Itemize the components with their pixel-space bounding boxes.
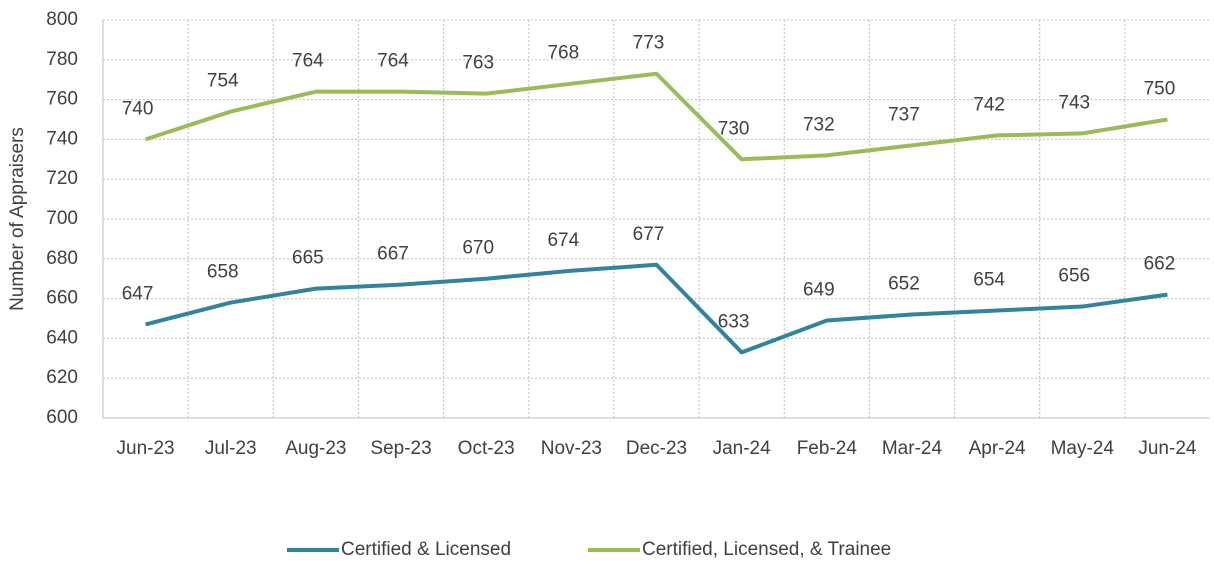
y-tick-label: 700 xyxy=(46,208,78,229)
y-tick-label: 800 xyxy=(46,9,78,30)
data-label: 732 xyxy=(803,114,835,135)
data-label: 764 xyxy=(292,51,324,72)
y-tick-label: 780 xyxy=(46,49,78,70)
data-label: 743 xyxy=(1058,92,1090,113)
data-label: 754 xyxy=(207,71,239,92)
y-tick-label: 740 xyxy=(46,128,78,149)
series-line xyxy=(145,262,1168,355)
series-line xyxy=(144,71,1168,162)
data-label: 633 xyxy=(718,311,750,332)
x-tick-label: Dec-23 xyxy=(626,438,687,459)
y-tick-label: 760 xyxy=(46,89,78,110)
data-label: 665 xyxy=(292,248,324,269)
x-tick-label: Aug-23 xyxy=(285,438,346,459)
y-axis-title: Number of Appraisers xyxy=(7,127,28,311)
data-label: 677 xyxy=(633,224,665,245)
data-label: 647 xyxy=(122,283,154,304)
data-label: 750 xyxy=(1144,79,1176,100)
data-label: 730 xyxy=(718,118,750,139)
data-label: 656 xyxy=(1058,266,1090,287)
x-tick-label: Mar-24 xyxy=(882,438,943,459)
x-tick-label: Jan-24 xyxy=(713,438,772,459)
x-tick-label: Jun-24 xyxy=(1138,438,1197,459)
legend-label: Certified, Licensed, & Trainee xyxy=(642,539,891,560)
data-label: 740 xyxy=(122,98,154,119)
data-label: 662 xyxy=(1144,254,1176,275)
data-label: 658 xyxy=(207,262,239,283)
x-tick-label: Jul-23 xyxy=(205,438,257,459)
data-label: 667 xyxy=(377,244,409,265)
x-tick-label: Oct-23 xyxy=(458,438,515,459)
x-tick-label: Feb-24 xyxy=(797,438,858,459)
data-label: 764 xyxy=(377,51,409,72)
x-tick-label: Jun-23 xyxy=(117,438,175,459)
y-tick-label: 640 xyxy=(46,327,78,348)
data-label: 773 xyxy=(633,33,665,54)
y-tick-label: 720 xyxy=(46,168,78,189)
data-label: 652 xyxy=(888,274,920,295)
legend-label: Certified & Licensed xyxy=(341,539,511,560)
data-label: 737 xyxy=(888,104,920,125)
data-label: 654 xyxy=(973,270,1005,291)
data-label: 649 xyxy=(803,280,835,301)
x-tick-label: May-24 xyxy=(1051,438,1115,459)
data-label: 674 xyxy=(547,230,579,251)
x-tick-label: Apr-24 xyxy=(969,438,1026,459)
y-tick-label: 600 xyxy=(46,407,78,428)
data-label: 670 xyxy=(462,238,494,259)
data-label: 742 xyxy=(973,94,1005,115)
data-label: 763 xyxy=(462,53,494,74)
x-tick-label: Sep-23 xyxy=(370,438,431,459)
data-label: 768 xyxy=(547,43,579,64)
y-tick-label: 680 xyxy=(46,248,78,269)
x-tick-label: Nov-23 xyxy=(541,438,602,459)
y-tick-label: 660 xyxy=(46,288,78,309)
y-tick-label: 620 xyxy=(46,367,78,388)
